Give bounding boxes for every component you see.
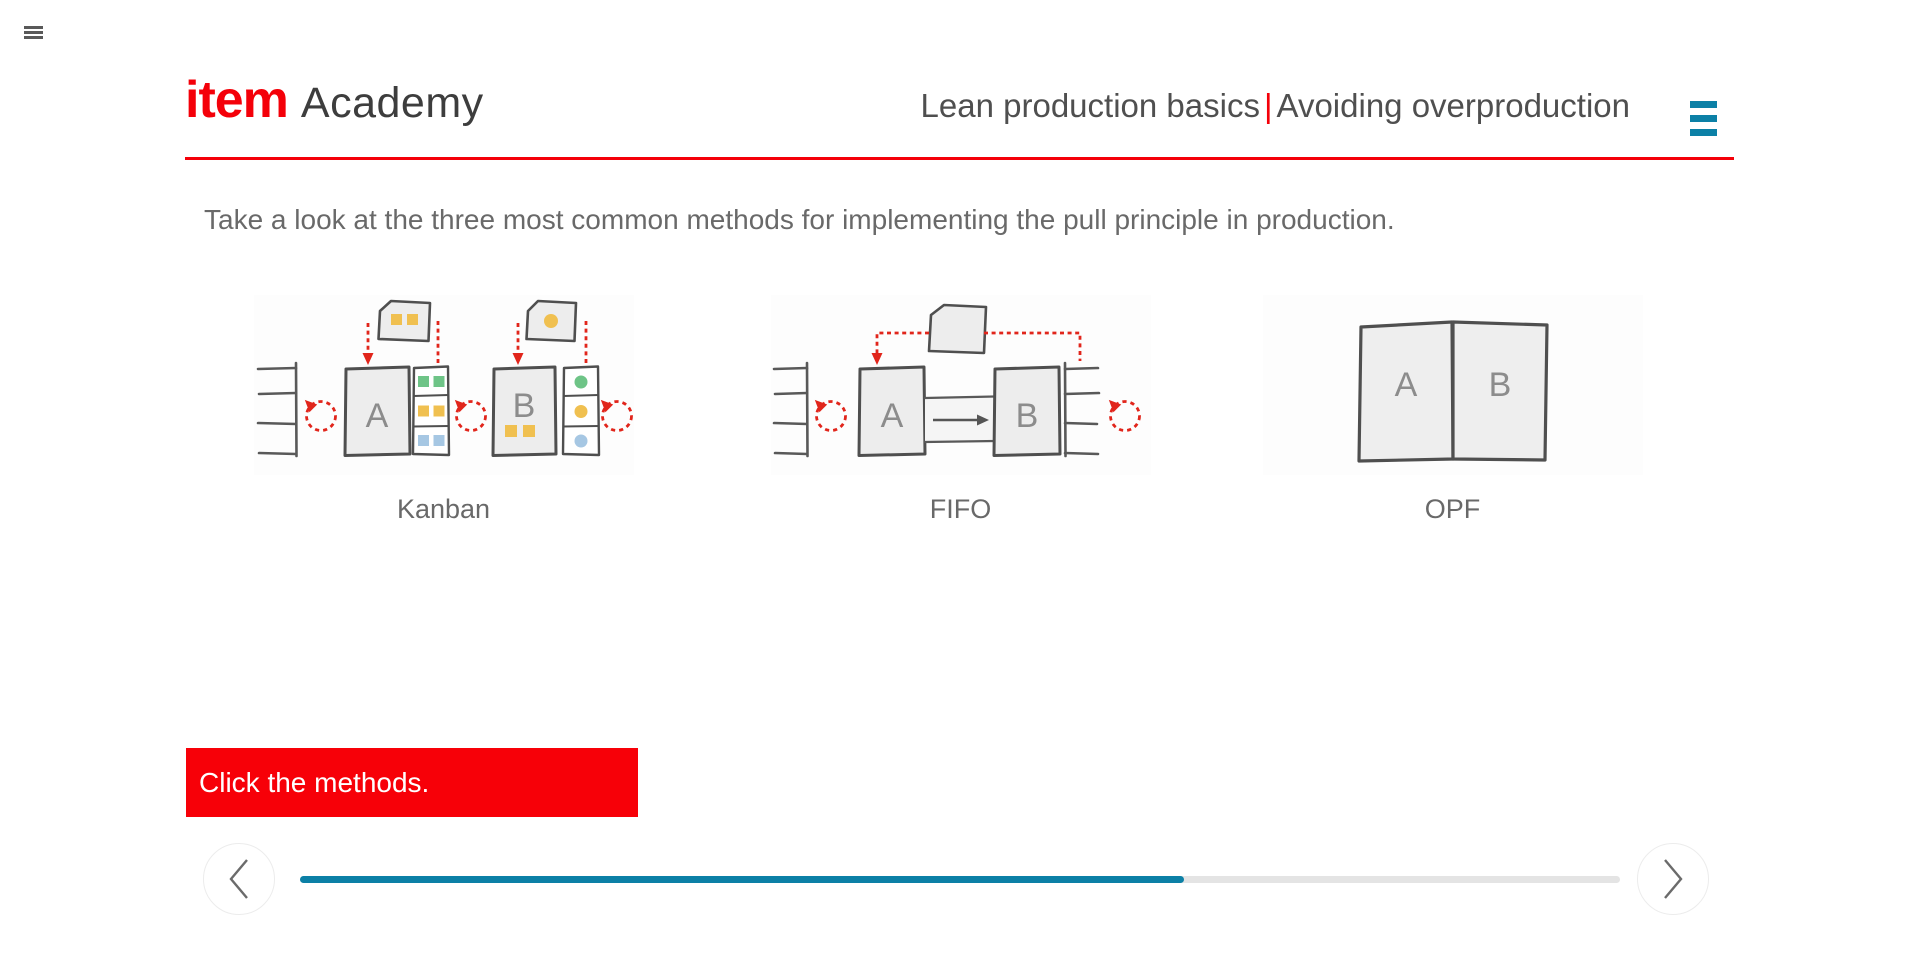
rack-icon <box>772 361 809 458</box>
cycle-arrow-icon <box>600 399 633 432</box>
process-box-b: B <box>992 365 1061 457</box>
header: item Academy Lean production basics | Avoi… <box>185 74 1630 126</box>
box-letter-b: B <box>1015 397 1038 435</box>
header-divider <box>185 157 1734 160</box>
cycle-arrow-icon <box>304 399 337 432</box>
breadcrumb: Lean production basics | Avoiding overprod… <box>921 89 1630 122</box>
kanban-card-icon <box>927 303 987 355</box>
chevron-left-icon <box>229 859 248 899</box>
method-label-kanban[interactable]: Kanban <box>396 494 491 524</box>
hamburger-bar <box>1690 129 1717 136</box>
hamburger-bar <box>24 31 43 34</box>
prompt-banner-text: Click the methods. <box>199 766 430 798</box>
hamburger-bar <box>24 26 43 29</box>
process-box-b: B <box>1450 320 1549 462</box>
kanban-card-icon <box>376 299 431 343</box>
box-letter-a: A <box>880 397 903 435</box>
box-letter-b: B <box>512 387 535 425</box>
method-fifo[interactable]: A B FIFO <box>702 295 1219 525</box>
logo-item: item <box>185 71 289 129</box>
supermarket-shelf-icon <box>411 365 450 457</box>
fifo-lane-icon <box>923 395 997 444</box>
box-letter-a: A <box>365 397 388 435</box>
course-title: Lean production basics <box>920 87 1260 124</box>
opf-diagram[interactable]: A B <box>1262 295 1643 475</box>
method-kanban[interactable]: A <box>185 295 702 525</box>
rack-icon <box>1063 361 1100 458</box>
process-box-a: A <box>1356 320 1455 463</box>
hamburger-bar <box>24 36 43 39</box>
progress-fill <box>300 876 1185 883</box>
logo-academy: Academy <box>300 79 484 127</box>
process-box-b: B <box>491 365 557 457</box>
box-letter-a: A <box>1394 366 1417 404</box>
card-flow-arrows <box>512 321 587 365</box>
fifo-diagram[interactable]: A B <box>770 295 1151 475</box>
window-menu-icon[interactable] <box>24 26 43 39</box>
previous-button[interactable] <box>203 843 275 915</box>
method-opf[interactable]: A B OPF <box>1194 295 1711 525</box>
title-separator: | <box>1263 87 1273 124</box>
rack-icon <box>256 361 298 458</box>
next-button[interactable] <box>1637 843 1709 915</box>
process-box-a: A <box>343 365 411 457</box>
progress-bar[interactable] <box>300 876 1620 883</box>
process-box-a: A <box>857 365 926 457</box>
kanban-diagram[interactable]: A <box>253 295 634 475</box>
supermarket-shelf-icon <box>561 365 600 457</box>
chevron-right-icon <box>1664 859 1683 899</box>
hamburger-bar <box>1690 115 1717 122</box>
card-flow-arrows <box>362 321 439 365</box>
lesson-title: Avoiding overproduction <box>1276 87 1630 124</box>
box-letter-b: B <box>1488 366 1511 404</box>
cycle-arrow-icon <box>454 399 487 432</box>
course-menu-icon[interactable] <box>1690 101 1717 136</box>
instruction-text: Take a look at the three most common met… <box>204 204 1395 235</box>
cycle-arrow-icon <box>1108 399 1141 432</box>
kanban-card-icon <box>524 299 577 343</box>
hamburger-bar <box>1690 101 1717 108</box>
method-label-fifo[interactable]: FIFO <box>929 494 992 524</box>
method-label-opf[interactable]: OPF <box>1424 494 1481 524</box>
prompt-banner: Click the methods. <box>186 748 638 817</box>
cycle-arrow-icon <box>814 399 847 432</box>
item-academy-logo: item Academy <box>185 74 484 126</box>
card-flow-arrows <box>871 331 1081 365</box>
